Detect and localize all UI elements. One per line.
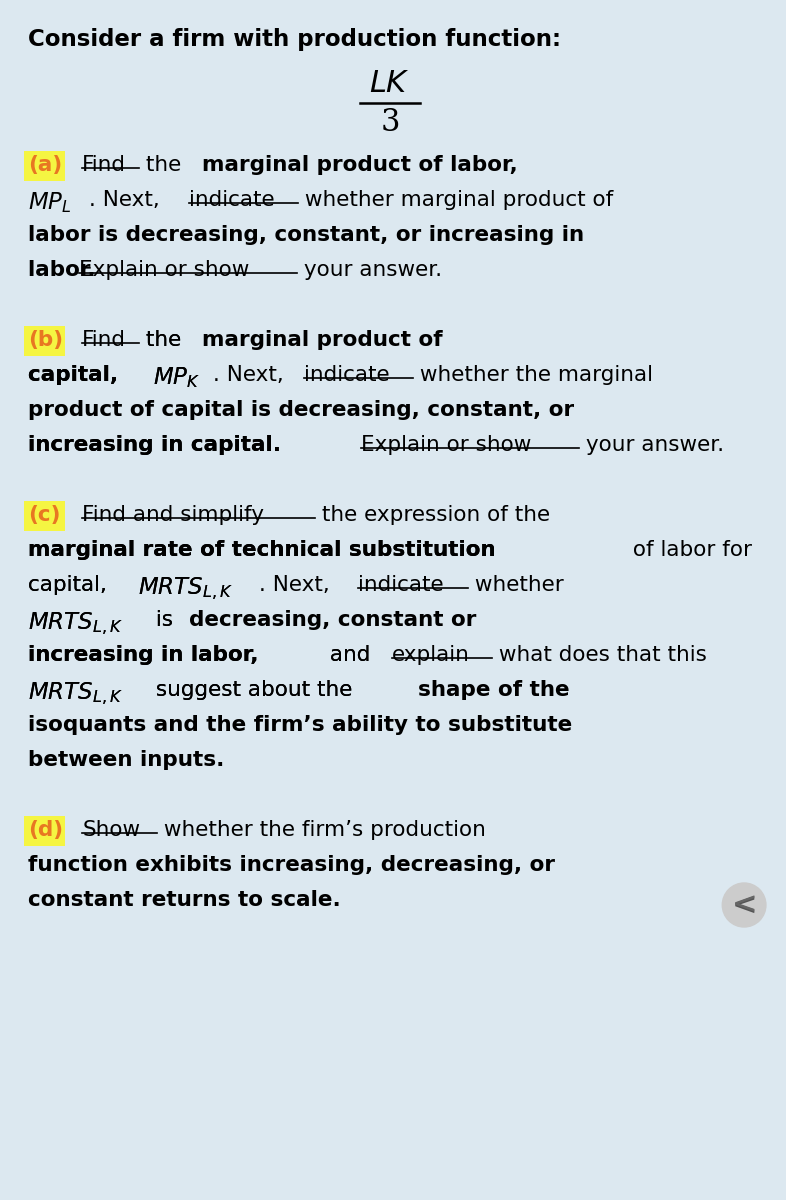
FancyBboxPatch shape [24, 151, 65, 181]
Text: of labor for: of labor for [626, 540, 752, 560]
Text: labor.: labor. [28, 260, 103, 280]
Text: (c): (c) [28, 505, 61, 526]
Text: $MRTS_{L,K}$: $MRTS_{L,K}$ [138, 575, 233, 601]
Text: and: and [323, 646, 377, 665]
Text: $MRTS_{L,K}$: $MRTS_{L,K}$ [28, 680, 123, 707]
Text: function exhibits increasing, decreasing, or: function exhibits increasing, decreasing… [28, 854, 555, 875]
Text: . Next,: . Next, [259, 575, 336, 595]
Text: (b): (b) [28, 330, 63, 350]
Text: <: < [731, 890, 757, 919]
Text: the: the [138, 155, 188, 175]
Text: Consider a firm with production function:: Consider a firm with production function… [28, 28, 560, 50]
Text: Show: Show [83, 820, 141, 840]
Text: whether marginal product of: whether marginal product of [298, 190, 614, 210]
FancyBboxPatch shape [24, 816, 65, 846]
Text: capital,: capital, [28, 575, 113, 595]
Text: your answer.: your answer. [579, 434, 725, 455]
Text: (d): (d) [28, 820, 63, 840]
Text: between inputs.: between inputs. [28, 750, 224, 770]
Text: $MRTS_{L,K}$: $MRTS_{L,K}$ [28, 680, 123, 707]
Text: indicate: indicate [303, 365, 389, 385]
Text: shape of the: shape of the [418, 680, 570, 700]
Text: increasing in labor,: increasing in labor, [28, 646, 259, 665]
Text: increasing in labor,: increasing in labor, [28, 646, 259, 665]
Text: $LK$: $LK$ [369, 68, 410, 98]
Text: constant returns to scale.: constant returns to scale. [28, 890, 340, 910]
FancyBboxPatch shape [24, 326, 65, 356]
Circle shape [722, 883, 766, 926]
Text: . Next,: . Next, [213, 365, 284, 385]
Text: capital,: capital, [28, 365, 126, 385]
Text: $MRTS_{L,K}$: $MRTS_{L,K}$ [28, 610, 123, 637]
Text: decreasing, constant or: decreasing, constant or [189, 610, 476, 630]
Text: your answer.: your answer. [297, 260, 443, 280]
Text: Explain or show: Explain or show [362, 434, 531, 455]
Text: is: is [149, 610, 180, 630]
Text: suggest about the: suggest about the [149, 680, 359, 700]
Text: . Next,: . Next, [90, 190, 167, 210]
Text: increasing in capital.: increasing in capital. [28, 434, 288, 455]
Text: marginal rate of technical substitution: marginal rate of technical substitution [28, 540, 495, 560]
Text: indicate: indicate [358, 575, 444, 595]
Text: $MP_K$: $MP_K$ [152, 365, 200, 390]
FancyBboxPatch shape [24, 502, 65, 530]
Text: $MP_L$: $MP_L$ [28, 190, 72, 215]
Text: capital,: capital, [28, 575, 113, 595]
Text: marginal product of: marginal product of [201, 330, 443, 350]
Text: 3: 3 [380, 107, 399, 138]
Text: whether the firm’s production: whether the firm’s production [156, 820, 486, 840]
Text: what does that this: what does that this [492, 646, 707, 665]
Text: the: the [138, 330, 188, 350]
Text: suggest about the: suggest about the [149, 680, 359, 700]
Text: Find and simplify: Find and simplify [83, 505, 264, 526]
Text: Find: Find [83, 330, 127, 350]
Text: indicate: indicate [189, 190, 274, 210]
Text: and: and [323, 646, 377, 665]
Text: explain: explain [392, 646, 470, 665]
Text: labor is decreasing, constant, or increasing in: labor is decreasing, constant, or increa… [28, 226, 584, 245]
Text: $MRTS_{L,K}$: $MRTS_{L,K}$ [28, 610, 123, 637]
Text: $MP_K$: $MP_K$ [152, 365, 200, 390]
Text: whether the marginal: whether the marginal [413, 365, 653, 385]
Text: the expression of the: the expression of the [315, 505, 550, 526]
Text: the: the [138, 330, 188, 350]
Text: isoquants and the firm’s ability to substitute: isoquants and the firm’s ability to subs… [28, 715, 572, 734]
Text: <: < [731, 890, 757, 919]
Text: (a): (a) [28, 155, 62, 175]
Text: $MRTS_{L,K}$: $MRTS_{L,K}$ [138, 575, 233, 601]
Text: increasing in capital.: increasing in capital. [28, 434, 288, 455]
Text: Explain or show: Explain or show [79, 260, 250, 280]
Text: is: is [149, 610, 180, 630]
Text: marginal rate of technical substitution: marginal rate of technical substitution [28, 540, 495, 560]
Text: marginal product of labor,: marginal product of labor, [201, 155, 517, 175]
Text: product of capital is decreasing, constant, or: product of capital is decreasing, consta… [28, 400, 574, 420]
Text: whether: whether [468, 575, 564, 595]
Text: Find: Find [83, 155, 127, 175]
Text: capital,: capital, [28, 365, 126, 385]
